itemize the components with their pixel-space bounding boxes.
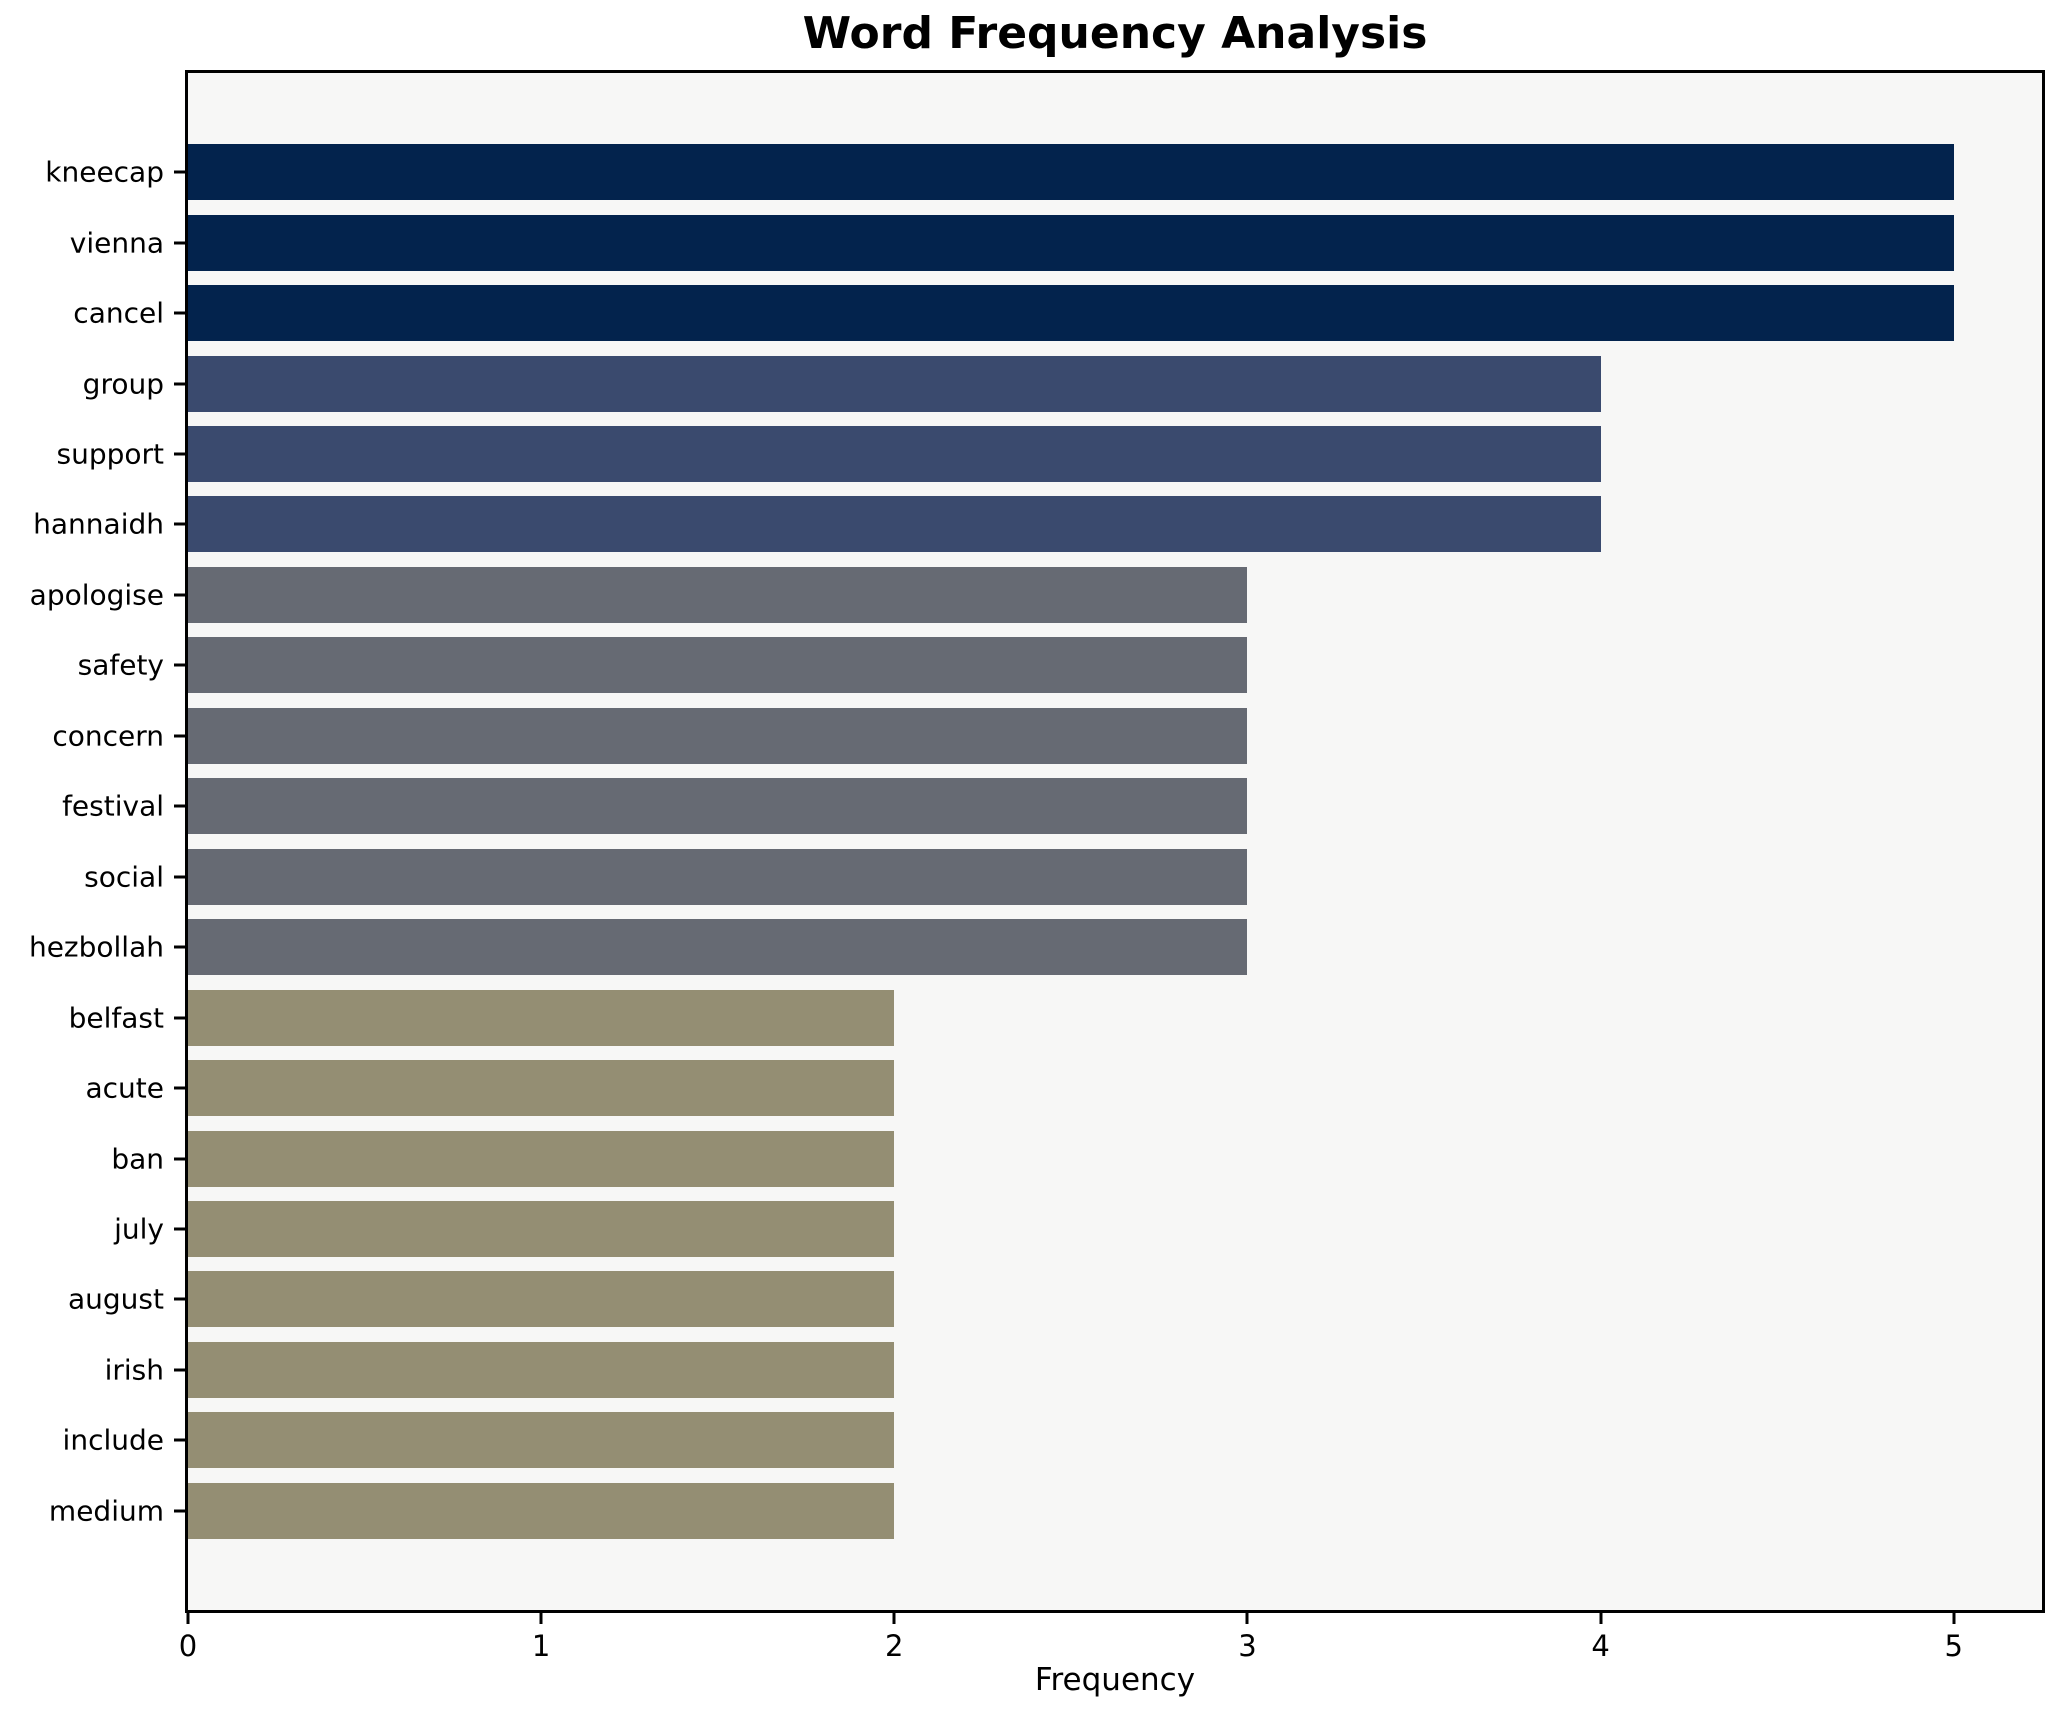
- bar-belfast: [188, 989, 895, 1046]
- bar-row-acute: acute: [85, 1053, 2042, 1123]
- y-tick-mark: [174, 734, 185, 738]
- bar-row-festival: festival: [62, 771, 2042, 841]
- bar-row-apologise: apologise: [30, 560, 2042, 630]
- y-tick-mark: [174, 1086, 185, 1090]
- y-axis-label-support: support: [56, 437, 164, 471]
- y-tick-mark: [174, 382, 185, 386]
- y-axis-label-safety: safety: [77, 648, 164, 682]
- bar-row-support: support: [56, 419, 2042, 489]
- bar-row-august: august: [68, 1264, 2042, 1334]
- bar-support: [188, 426, 1601, 483]
- y-axis-label-kneecap: kneecap: [45, 155, 164, 189]
- bar-row-july: july: [114, 1194, 2042, 1264]
- bar-irish: [188, 1341, 895, 1398]
- x-tick-label-3: 3: [1238, 1629, 1257, 1663]
- y-axis-label-group: group: [82, 367, 164, 401]
- bar-medium: [188, 1482, 895, 1539]
- bar-kneecap: [188, 144, 1954, 201]
- bar-row-social: social: [84, 842, 2042, 912]
- y-tick-mark: [174, 1016, 185, 1020]
- bar-vienna: [188, 214, 1954, 271]
- y-tick-mark: [174, 1157, 185, 1161]
- bar-festival: [188, 778, 1248, 835]
- bar-group: [188, 355, 1601, 412]
- bar-july: [188, 1201, 895, 1258]
- x-tick-mark-2: [892, 1613, 896, 1624]
- y-tick-mark: [174, 170, 185, 174]
- y-axis-label-social: social: [84, 860, 164, 894]
- x-tick-mark-1: [539, 1613, 543, 1624]
- bar-ban: [188, 1130, 895, 1187]
- bar-row-hezbollah: hezbollah: [29, 912, 2042, 982]
- y-axis-label-belfast: belfast: [68, 1001, 164, 1035]
- y-tick-mark: [174, 452, 185, 456]
- x-axis: 0 1 2 3 4 5: [179, 1613, 2042, 1703]
- x-tick-label-1: 1: [531, 1629, 551, 1663]
- bar-row-vienna: vienna: [70, 207, 2042, 277]
- bar-rows: kneecap vienna cancel group support hannaidh a…: [29, 73, 2042, 1610]
- y-tick-mark: [174, 593, 185, 597]
- y-tick-mark: [174, 1438, 185, 1442]
- bar-row-kneecap: kneecap: [45, 137, 2042, 207]
- y-tick-mark: [174, 311, 185, 315]
- bar-row-hannaidh: hannaidh: [33, 489, 2042, 559]
- y-axis-label-cancel: cancel: [73, 296, 164, 330]
- y-tick-mark: [174, 1509, 185, 1513]
- bar-concern: [188, 707, 1248, 764]
- bar-row-ban: ban: [111, 1123, 2042, 1193]
- bar-apologise: [188, 566, 1248, 623]
- bar-row-group: group: [83, 348, 2042, 418]
- y-axis-label-concern: concern: [52, 719, 164, 753]
- y-tick-mark: [174, 804, 185, 808]
- y-axis-label-include: include: [62, 1423, 164, 1457]
- y-axis-label-festival: festival: [62, 789, 164, 823]
- y-axis-label-hannaidh: hannaidh: [33, 507, 164, 541]
- bar-social: [188, 848, 1248, 905]
- y-tick-mark: [174, 663, 185, 667]
- bar-row-safety: safety: [78, 630, 2042, 700]
- x-tick-mark-0: [186, 1613, 190, 1624]
- bar-row-belfast: belfast: [69, 982, 2042, 1052]
- x-tick-label-5: 5: [1944, 1629, 1963, 1663]
- bar-row-concern: concern: [52, 701, 2042, 771]
- y-axis-label-hezbollah: hezbollah: [28, 930, 164, 964]
- x-tick-label-0: 0: [178, 1629, 198, 1663]
- y-axis-label-august: august: [68, 1282, 164, 1316]
- bar-august: [188, 1271, 895, 1328]
- y-tick-mark: [174, 1227, 185, 1231]
- bar-hezbollah: [188, 919, 1248, 976]
- y-tick-mark: [174, 241, 185, 245]
- x-tick-mark-3: [1245, 1613, 1249, 1624]
- bar-row-include: include: [63, 1405, 2042, 1475]
- chart-title: Word Frequency Analysis: [802, 8, 1428, 59]
- y-axis-label-irish: irish: [104, 1353, 164, 1387]
- bar-cancel: [188, 285, 1954, 342]
- y-axis-label-ban: ban: [111, 1142, 164, 1176]
- bar-acute: [188, 1060, 895, 1117]
- y-tick-mark: [174, 945, 185, 949]
- bar-row-medium: medium: [49, 1476, 2042, 1546]
- x-tick-label-2: 2: [885, 1629, 904, 1663]
- plot-area: kneecap vienna cancel group support hannaidh a…: [29, 70, 2045, 1613]
- y-tick-mark: [174, 1297, 185, 1301]
- y-axis-label-medium: medium: [48, 1494, 164, 1528]
- bar-include: [188, 1412, 895, 1469]
- x-tick-mark-4: [1599, 1613, 1603, 1624]
- x-axis-title: Frequency: [1034, 1662, 1196, 1698]
- y-axis-label-acute: acute: [85, 1071, 164, 1105]
- bar-row-cancel: cancel: [73, 278, 2042, 348]
- y-axis-label-july: july: [114, 1212, 164, 1246]
- bar-hannaidh: [188, 496, 1601, 553]
- y-tick-mark: [174, 1368, 185, 1372]
- bar-row-irish: irish: [105, 1335, 2042, 1405]
- x-tick-mark-5: [1952, 1613, 1956, 1624]
- bar-safety: [188, 637, 1248, 694]
- x-tick-label-4: 4: [1591, 1629, 1610, 1663]
- y-axis-label-apologise: apologise: [29, 578, 164, 612]
- y-tick-mark: [174, 522, 185, 526]
- y-tick-mark: [174, 875, 185, 879]
- y-axis-label-vienna: vienna: [69, 226, 164, 260]
